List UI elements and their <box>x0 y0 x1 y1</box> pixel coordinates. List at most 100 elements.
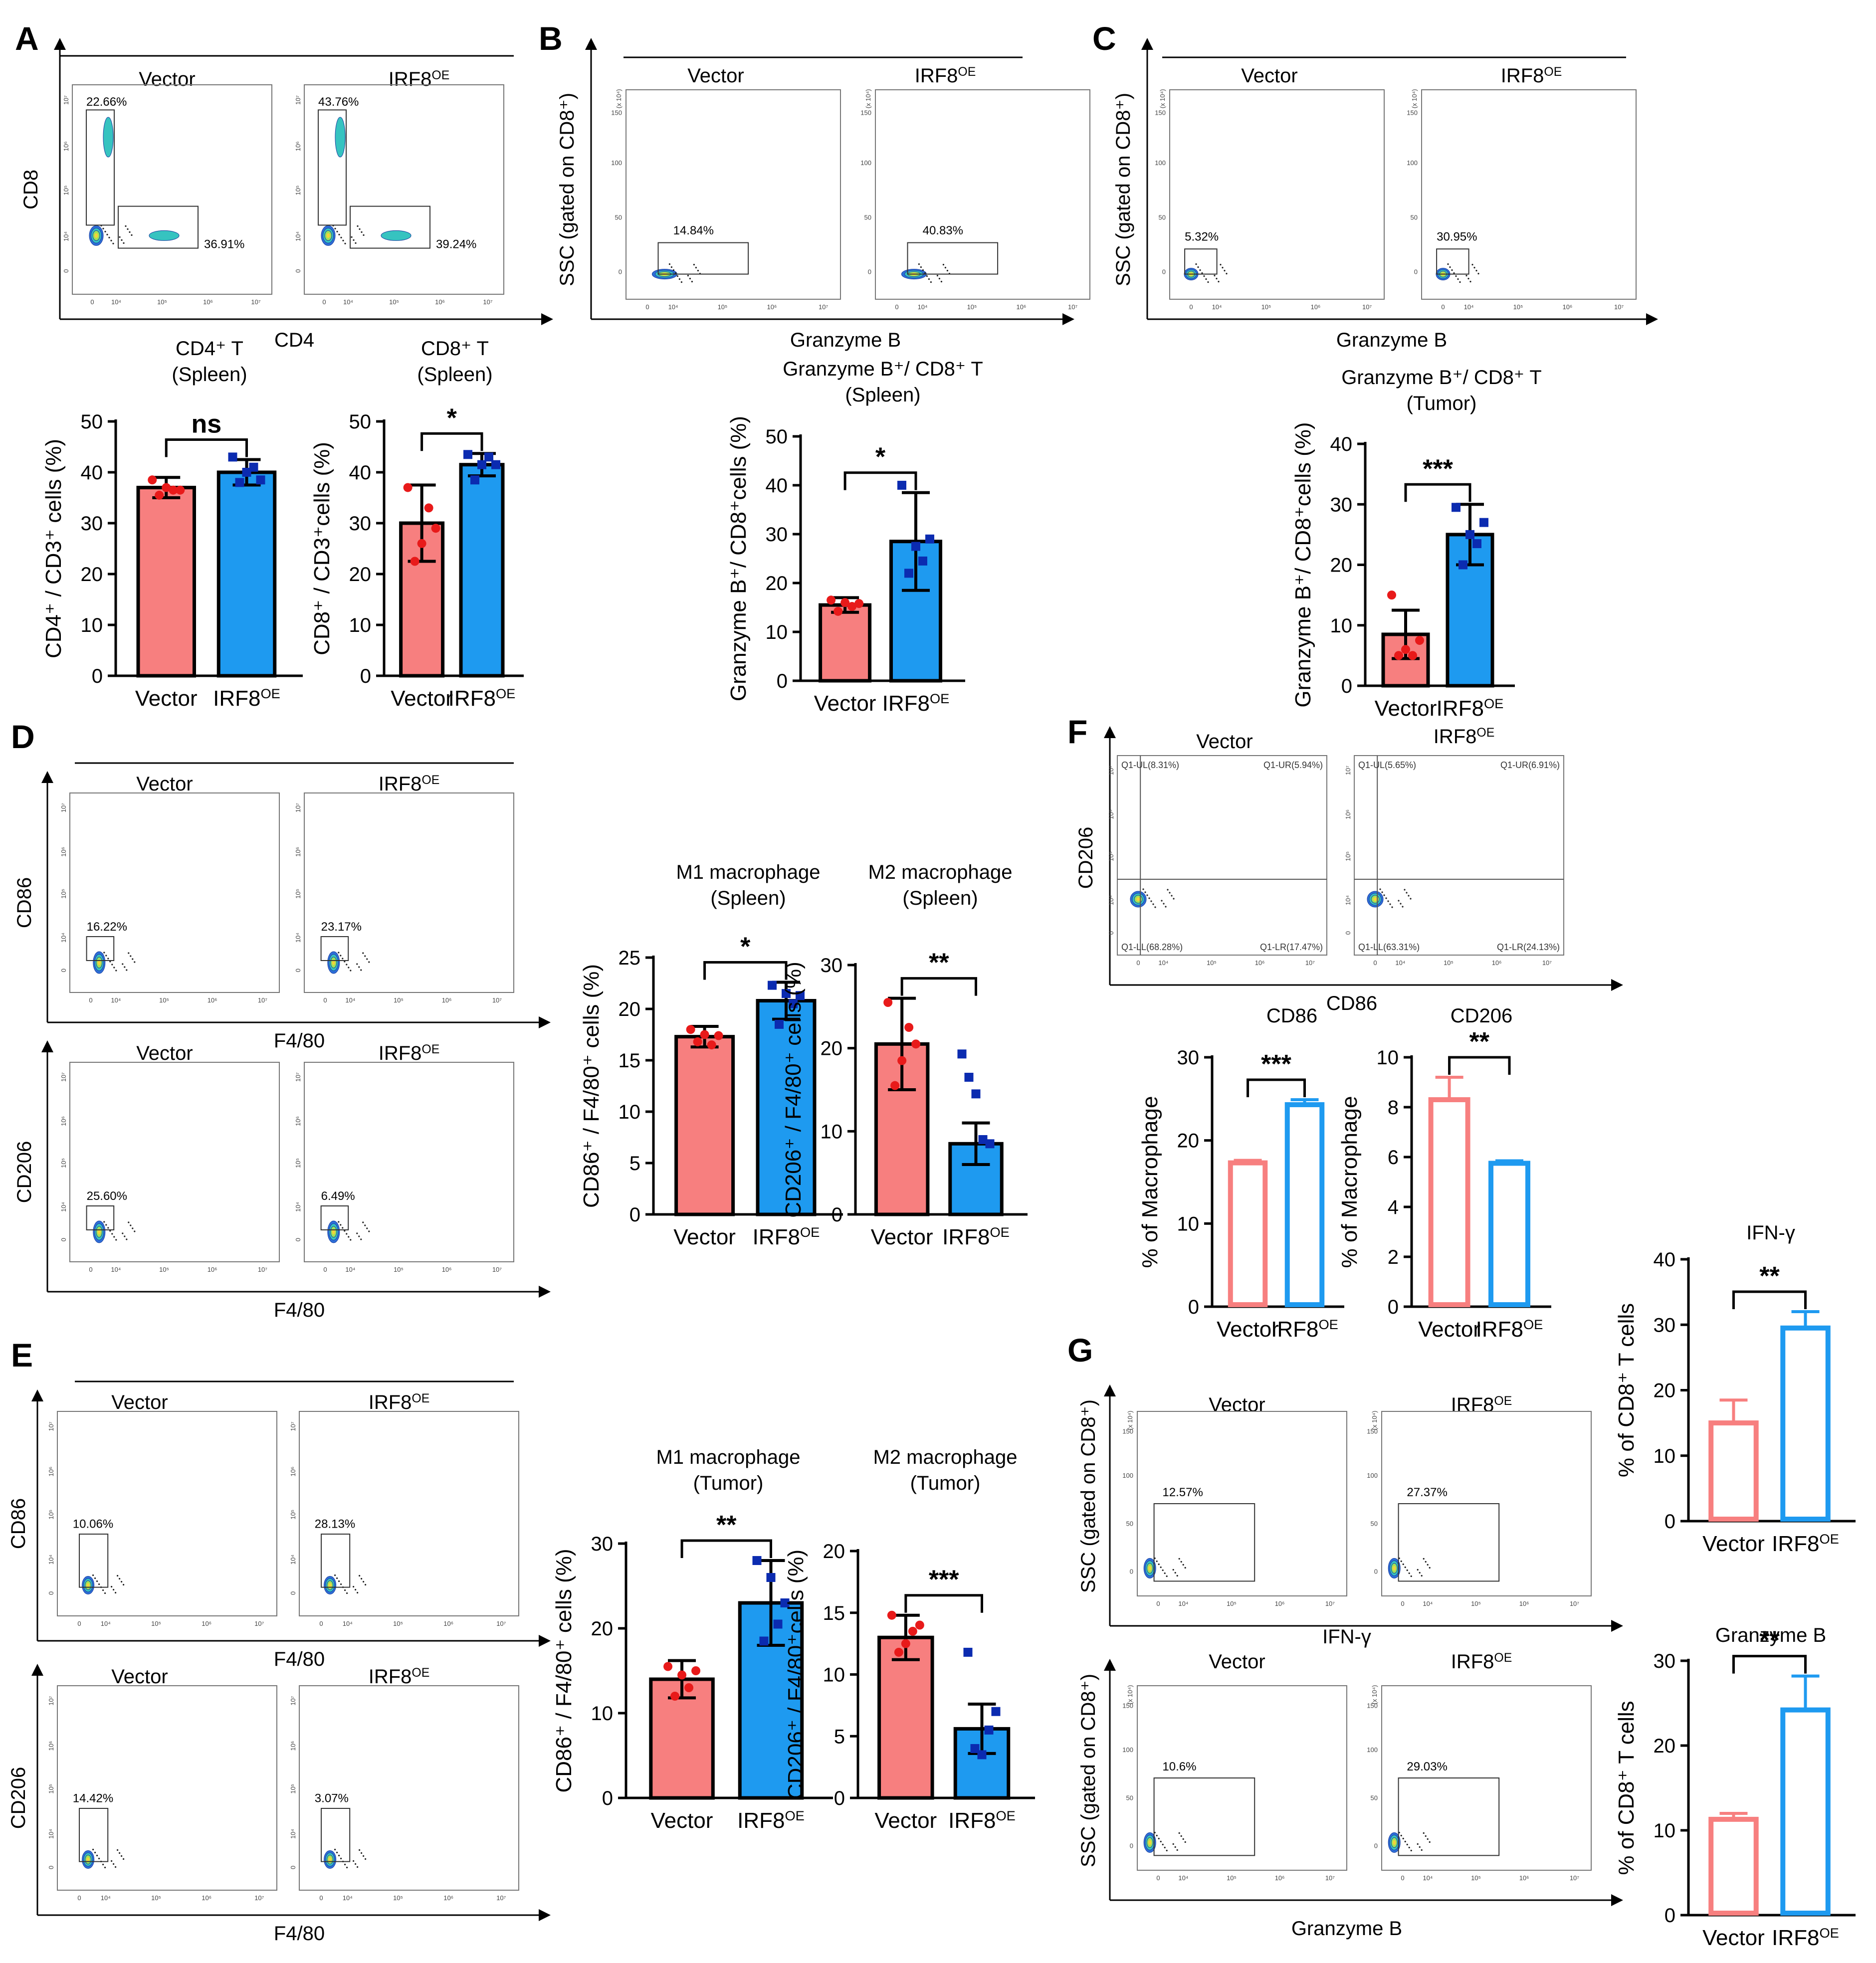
flow-y-tick: 10⁵ <box>294 1158 302 1168</box>
flow-x-tick: 10⁴ <box>343 1894 353 1902</box>
data-point <box>883 998 893 1007</box>
event-dot <box>930 281 932 283</box>
event-dot <box>134 1230 136 1232</box>
category-label: IRF8OE <box>882 691 950 716</box>
sample-label: Vector <box>136 1042 193 1064</box>
event-dot <box>1144 891 1146 893</box>
data-point <box>235 478 244 487</box>
flow-x-tick: 10⁴ <box>1178 1600 1188 1607</box>
data-point <box>897 1056 907 1065</box>
sample-name-sup: OE <box>1484 696 1503 711</box>
event-dot <box>358 966 360 968</box>
y-tick-label: 20 <box>1654 1380 1676 1402</box>
event-dot <box>336 230 338 232</box>
flow-x-tick: 0 <box>1401 1874 1404 1882</box>
event-dot <box>1410 1575 1412 1577</box>
plot-frame <box>1421 89 1637 300</box>
flow-x-tick: 10⁷ <box>492 996 502 1004</box>
quadrant-label: Q1-LL(63.31%) <box>1358 942 1420 952</box>
cell-population-core <box>1148 1840 1152 1845</box>
x-arrowhead <box>1646 313 1658 325</box>
event-dot <box>105 955 107 957</box>
cell-population-core <box>86 1857 90 1862</box>
flow-y-tick: 10⁶ <box>60 847 67 857</box>
flow-plot-D: 0 10⁴ 10⁵ 10⁶ 10⁷ 0 10⁴ 10⁵ 10⁶ 10⁷ 6.49% <box>294 1062 514 1273</box>
event-dot <box>102 1863 104 1866</box>
gate-percentage: 10.06% <box>73 1518 113 1531</box>
flow-plot-E: 0 10⁴ 10⁵ 10⁶ 10⁷ 0 10⁴ 10⁵ 10⁶ 10⁷ 10.06% <box>47 1411 277 1627</box>
flow-y-tick: 0 <box>1130 1568 1133 1575</box>
significance-bracket <box>900 977 977 996</box>
category-label: IRF8OE <box>1476 1317 1543 1342</box>
flow-x-tick: 10⁶ <box>202 1894 211 1902</box>
quadrant-label: Q1-LR(17.47%) <box>1260 942 1323 952</box>
flow-y-tick: 150 <box>1367 1427 1378 1435</box>
data-point <box>963 1647 973 1657</box>
flow-x-tick: 0 <box>77 1620 81 1627</box>
gate-percentage: 28.13% <box>315 1518 355 1531</box>
event-dot <box>340 236 342 238</box>
flow-x-tick: 10⁷ <box>258 996 267 1004</box>
event-dot <box>363 234 365 236</box>
bar <box>216 470 277 678</box>
sample-name-main: IRF8 <box>1476 1317 1523 1342</box>
data-point <box>894 1647 903 1657</box>
data-point <box>977 1750 987 1760</box>
flow-y-scale: (x 10⁴) <box>1159 89 1166 109</box>
y-axis-label: % of Macrophage <box>1138 1096 1162 1268</box>
flow-plot-A: 0 10⁴ 10⁵ 10⁶ 10⁷ 0 10⁴ 10⁵ 10⁶ 10⁷ 43.76% 39.24% <box>294 84 504 306</box>
flow-x-tick: 0 <box>319 1620 323 1627</box>
event-dot <box>1402 1563 1404 1566</box>
y-tick-label: 0 <box>1665 1511 1675 1533</box>
flow-y-tick: 0 <box>1130 1842 1133 1850</box>
quadrant-label: Q1-UR(6.91%) <box>1500 760 1560 770</box>
flow-x-tick: 10⁴ <box>918 303 928 311</box>
event-dot <box>1161 900 1163 902</box>
sample-name-main: IRF8 <box>753 1225 800 1249</box>
event-dot <box>1427 1564 1429 1566</box>
event-dot <box>668 263 670 265</box>
event-dot <box>687 275 689 277</box>
data-point <box>780 1598 790 1607</box>
event-dot <box>128 952 130 954</box>
data-point <box>911 542 920 551</box>
flow-y-tick: 10⁴ <box>1107 895 1115 905</box>
y-axis-label: SSC (gated on CD8⁺) <box>1077 1674 1099 1867</box>
data-point <box>1459 560 1467 570</box>
x-axis-label: F4/80 <box>274 1923 325 1945</box>
cell-population-core <box>1373 897 1377 901</box>
chart-title: (Tumor) <box>1407 393 1477 414</box>
event-dot <box>1417 1569 1419 1571</box>
y-tick-label: 25 <box>619 947 641 969</box>
sample-label: Vector <box>139 68 195 90</box>
flow-x-tick: 10⁷ <box>254 1620 264 1627</box>
gate-box <box>320 1205 349 1230</box>
plot-frame <box>304 84 504 295</box>
flow-plot-G: 0 10⁴ 10⁵ 10⁶ 10⁷ 0 50 100 150(x 10⁴) 10.6% <box>1122 1685 1347 1882</box>
flow-x-tick: 10⁵ <box>393 1894 403 1902</box>
event-dot <box>353 1860 355 1862</box>
cell-population-core <box>1393 1840 1396 1845</box>
event-dot <box>1164 1846 1166 1849</box>
event-dot <box>670 266 672 268</box>
quadrant-label: Q1-LL(68.28%) <box>1121 942 1183 952</box>
category-label: IRF8OE <box>1772 1925 1839 1951</box>
x-arrowhead <box>539 1635 551 1647</box>
significance-label: ** <box>1469 1027 1490 1056</box>
event-dot <box>1182 1564 1184 1566</box>
event-dot <box>1429 1841 1431 1843</box>
flow-x-tick: 10⁵ <box>1471 1874 1481 1882</box>
chart-D2: M2 macrophage (Spleen) 0 10 20 30 CD206⁺ / F4/… <box>781 861 1028 1249</box>
chart-title: CD86 <box>1266 1005 1317 1027</box>
event-dot <box>108 236 110 238</box>
y-arrowhead <box>41 1040 53 1052</box>
chart-D1: M1 macrophage (Spleen) 0 5 10 15 20 25 CD86⁺ / F… <box>579 861 843 1249</box>
flow-y-tick: 100 <box>1367 1746 1378 1754</box>
gate-box <box>118 205 199 249</box>
event-dot <box>104 1866 106 1869</box>
gate-percentage: 29.03% <box>1407 1760 1447 1773</box>
event-dot <box>334 227 336 229</box>
plot-frame <box>299 1411 519 1616</box>
x-arrowhead <box>1611 979 1623 991</box>
category-label: IRF8OE <box>213 686 280 711</box>
